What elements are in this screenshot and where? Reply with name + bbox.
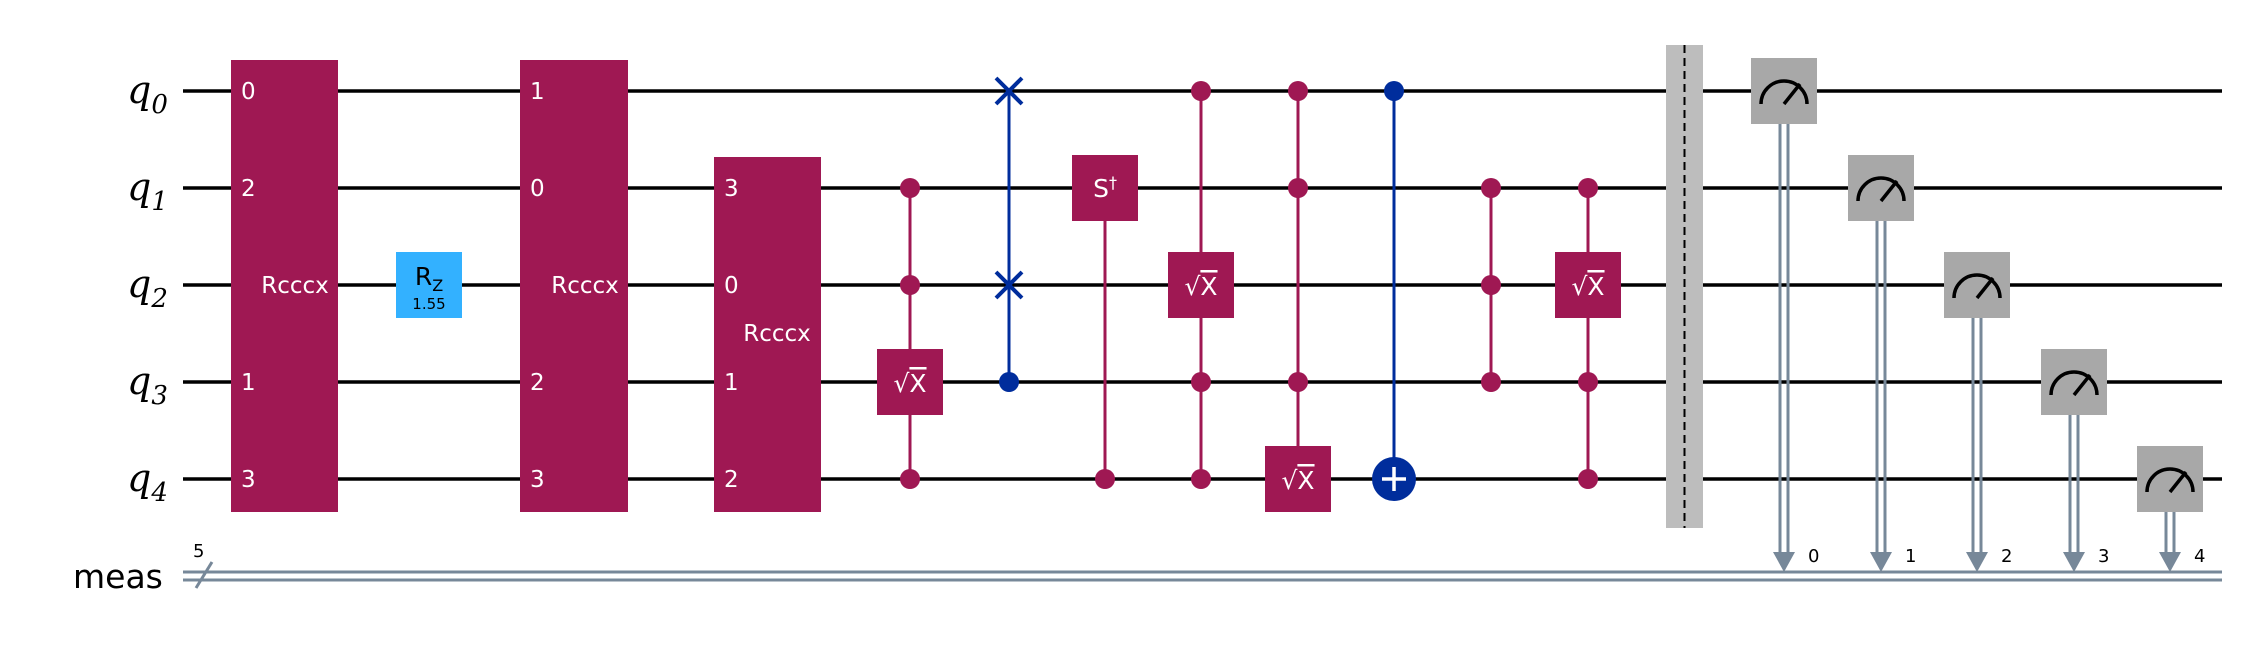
sx-label: X [1200, 272, 1217, 301]
rz-sub: Z [432, 276, 443, 295]
pin-label: 0 [724, 273, 739, 299]
control-dot [1578, 178, 1598, 198]
meter-icon [2049, 370, 2099, 397]
qubit-label-q3: q3 [127, 359, 168, 411]
control-dot [1288, 372, 1308, 392]
control-dot [1191, 372, 1211, 392]
qubit-label-q4: q4 [127, 456, 168, 508]
ccz-gate [1481, 178, 1501, 392]
c3sx-gate-2: √X [1168, 81, 1234, 489]
controlled-sdg-gate: S† [1072, 155, 1138, 489]
qubit-label-q2: q2 [127, 262, 168, 314]
sx-label: X [909, 369, 926, 398]
measure-q4: 4 [2137, 446, 2205, 572]
measure-q1: 1 [1848, 155, 1916, 572]
pin-label: 3 [530, 467, 545, 493]
control-dot [900, 469, 920, 489]
pin-label: 0 [241, 79, 256, 105]
gate-label: Rcccx [743, 321, 811, 347]
register-size: 5 [193, 541, 204, 562]
sqrt-sign: √ [1281, 466, 1297, 495]
qubit-label-q0: q0 [127, 68, 168, 120]
rcccx-gate-1: 0 2 1 3 Rcccx [231, 60, 338, 512]
swap-cross-icon [994, 76, 1024, 106]
cx-gate [1372, 81, 1416, 501]
rz-gate: RZ 1.55 [396, 252, 462, 318]
svg-text:RZ: RZ [415, 262, 443, 295]
classical-bit-index: 1 [1905, 546, 1916, 567]
rz-label: R [415, 262, 432, 291]
control-dot [1288, 178, 1308, 198]
swap-cross-icon [994, 270, 1024, 300]
control-dot [1578, 372, 1598, 392]
classical-bit-index: 4 [2194, 546, 2205, 567]
c3sx-gate-4: √X [1555, 178, 1621, 489]
rcccx-gate-3: 3 0 1 2 Rcccx [714, 157, 821, 512]
meter-icon [1856, 176, 1906, 203]
control-dot [1288, 81, 1308, 101]
pin-label: 3 [724, 176, 739, 202]
classical-bit-index: 0 [1808, 546, 1819, 567]
classical-register-label: meas [73, 557, 163, 596]
qubit-label-q1: q1 [127, 165, 168, 217]
svg-text:√X: √X [1571, 272, 1604, 301]
classical-bit-index: 2 [2001, 546, 2012, 567]
control-dot [1481, 275, 1501, 295]
gate-label: Rcccx [261, 273, 329, 299]
svg-text:√X: √X [893, 369, 926, 398]
barrier [1666, 45, 1703, 528]
control-dot [900, 275, 920, 295]
control-dot [1191, 469, 1211, 489]
sdg-dagger: † [1109, 173, 1117, 192]
control-dot [999, 372, 1019, 392]
control-dot [1095, 469, 1115, 489]
pin-label: 2 [724, 467, 739, 493]
control-dot [1578, 469, 1598, 489]
sqrt-sign: √ [1571, 272, 1587, 301]
meter-icon [1759, 79, 1809, 106]
gate-label: Rcccx [551, 273, 619, 299]
svg-text:√X: √X [1184, 272, 1217, 301]
classical-wire: 5 [183, 541, 2222, 589]
measure-q3: 3 [2041, 349, 2109, 572]
register-slash [194, 561, 214, 589]
svg-text:S†: S† [1093, 173, 1117, 203]
control-dot [1191, 81, 1211, 101]
pin-label: 2 [530, 370, 545, 396]
pin-label: 0 [530, 176, 545, 202]
control-dot [1481, 178, 1501, 198]
control-dot [1481, 372, 1501, 392]
measure-q2: 2 [1944, 252, 2012, 572]
sqrt-sign: √ [1184, 272, 1200, 301]
c3sx-gate-1: √X [877, 178, 943, 489]
qubit-labels: q0 q1 q2 q3 q4 meas [73, 68, 168, 596]
sx-label: X [1297, 466, 1314, 495]
sqrt-sign: √ [893, 369, 909, 398]
classical-bit-index: 3 [2098, 546, 2109, 567]
cswap-gate [994, 76, 1024, 392]
pin-label: 2 [241, 176, 256, 202]
meter-icon [1952, 273, 2002, 300]
rz-param: 1.55 [412, 295, 445, 313]
control-dot [1384, 81, 1404, 101]
pin-label: 1 [241, 370, 256, 396]
sx-label: X [1587, 272, 1604, 301]
sdg-label: S [1093, 174, 1109, 203]
meter-icon [2145, 467, 2195, 494]
pin-label: 3 [241, 467, 256, 493]
control-dot [900, 178, 920, 198]
measure-q0: 0 [1751, 58, 1819, 572]
target-plus-icon [1372, 457, 1416, 501]
c3sx-gate-3: √X [1265, 81, 1331, 512]
rcccx-gate-2: 1 0 2 3 Rcccx [520, 60, 628, 512]
svg-text:√X: √X [1281, 466, 1314, 495]
pin-label: 1 [530, 79, 545, 105]
pin-label: 1 [724, 370, 739, 396]
